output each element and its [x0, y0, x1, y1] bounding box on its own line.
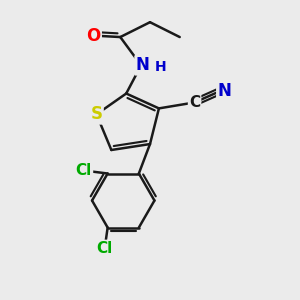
Text: O: O	[86, 27, 101, 45]
Text: C: C	[189, 95, 200, 110]
Text: Cl: Cl	[76, 163, 92, 178]
Text: Cl: Cl	[97, 241, 113, 256]
Text: N: N	[136, 56, 149, 74]
Text: H: H	[154, 60, 166, 74]
Text: S: S	[91, 105, 103, 123]
Text: N: N	[218, 82, 231, 100]
